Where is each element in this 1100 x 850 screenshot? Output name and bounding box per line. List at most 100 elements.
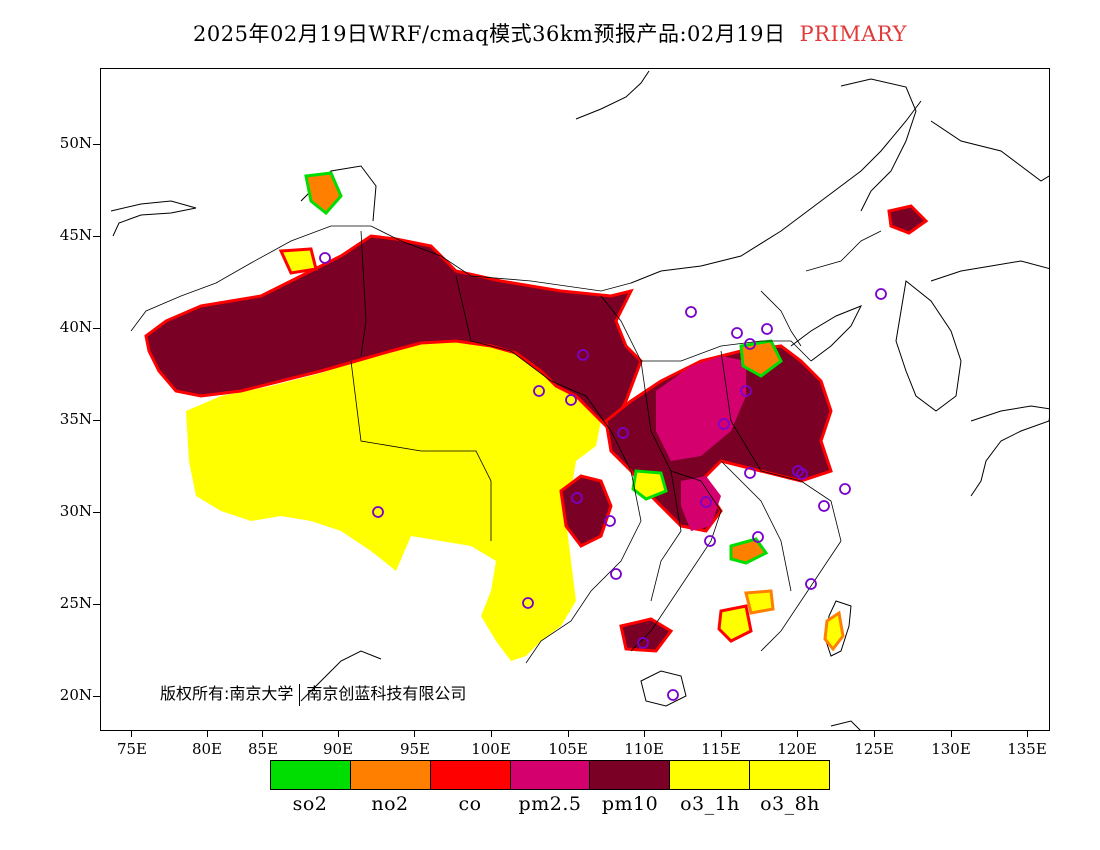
copyright-divider bbox=[299, 683, 301, 706]
lat-label-45n: 45N bbox=[59, 226, 92, 244]
neighbor-coastline bbox=[110, 200, 197, 237]
station-marker bbox=[839, 483, 851, 495]
lon-label-125e: 125E bbox=[854, 740, 894, 758]
lat-label-25n: 25N bbox=[59, 594, 92, 612]
station-marker bbox=[319, 252, 331, 264]
legend-swatch-o3-1h bbox=[670, 761, 751, 789]
neighbor-border bbox=[840, 78, 917, 212]
lon-tick bbox=[338, 731, 339, 737]
legend-label-o3-8h: o3_8h bbox=[760, 793, 820, 815]
map-frame bbox=[100, 68, 1050, 731]
legend-swatch-no2 bbox=[350, 761, 431, 789]
lon-label-110e: 110E bbox=[624, 740, 664, 758]
o3-south-patch bbox=[717, 604, 753, 643]
o3-south-patch bbox=[744, 589, 775, 615]
japan-outline bbox=[970, 405, 1049, 497]
copyright-notice: 版权所有:南京大学 南京创蓝科技有限公司 bbox=[160, 680, 466, 706]
sea-coast bbox=[300, 650, 382, 702]
lon-label-80e: 80E bbox=[191, 740, 223, 758]
lat-tick bbox=[93, 236, 100, 237]
station-markers bbox=[319, 252, 887, 701]
bohai-coast bbox=[790, 305, 863, 362]
map-title: 2025年02月19日WRF/cmaq模式36km预报产品:02月19日 PRIM… bbox=[0, 18, 1100, 48]
station-marker bbox=[818, 500, 830, 512]
lon-label-75e: 75E bbox=[116, 740, 148, 758]
station-marker bbox=[637, 637, 649, 649]
lon-label-135e: 135E bbox=[1007, 740, 1047, 758]
station-marker bbox=[533, 385, 545, 397]
station-marker bbox=[685, 306, 697, 318]
lon-label-100e: 100E bbox=[471, 740, 511, 758]
station-marker bbox=[610, 568, 622, 580]
lat-tick bbox=[93, 696, 100, 697]
station-marker bbox=[522, 597, 534, 609]
lon-tick bbox=[131, 731, 132, 737]
legend-labels: so2 no2 co pm2.5 pm10 o3_1h o3_8h bbox=[270, 793, 830, 815]
station-marker bbox=[796, 468, 808, 480]
lon-label-90e: 90E bbox=[322, 740, 354, 758]
o3-region bbox=[186, 341, 601, 661]
pollution-map bbox=[110, 70, 1049, 730]
lon-tick bbox=[568, 731, 569, 737]
station-marker bbox=[704, 535, 716, 547]
station-marker bbox=[761, 323, 773, 335]
o3-northwest-patch bbox=[278, 247, 318, 275]
station-marker bbox=[740, 385, 752, 397]
lon-tick bbox=[1027, 731, 1028, 737]
station-marker bbox=[718, 418, 730, 430]
pm10-south-patch bbox=[619, 617, 674, 653]
lon-tick bbox=[414, 731, 415, 737]
station-marker bbox=[805, 578, 817, 590]
lat-label-50n: 50N bbox=[59, 134, 92, 152]
station-marker bbox=[731, 327, 743, 339]
legend-colorbar bbox=[270, 760, 830, 790]
lon-label-120e: 120E bbox=[777, 740, 817, 758]
hainan-outline bbox=[640, 670, 687, 707]
legend-label-pm10: pm10 bbox=[601, 793, 659, 815]
sea-coast bbox=[830, 720, 861, 730]
legend-swatch-o3-8h bbox=[750, 761, 830, 789]
lat-tick bbox=[93, 512, 100, 513]
legend-label-o3-1h: o3_1h bbox=[680, 793, 740, 815]
station-marker bbox=[744, 467, 756, 479]
legend-label-pm25: pm2.5 bbox=[518, 793, 582, 815]
copyright-right: 南京创蓝科技有限公司 bbox=[306, 684, 467, 703]
o3-hexi-patch bbox=[631, 469, 668, 501]
lon-tick bbox=[207, 731, 208, 737]
legend-swatch-pm10 bbox=[590, 761, 671, 789]
lat-tick bbox=[93, 604, 100, 605]
korea-outline bbox=[895, 280, 962, 412]
lon-tick bbox=[874, 731, 875, 737]
title-primary-tag: PRIMARY bbox=[799, 22, 907, 46]
station-marker bbox=[667, 689, 679, 701]
station-marker bbox=[700, 496, 712, 508]
title-text: 2025年02月19日WRF/cmaq模式36km预报产品:02月19日 bbox=[193, 22, 786, 46]
legend-swatch-pm25 bbox=[510, 761, 591, 789]
station-marker bbox=[875, 288, 887, 300]
pm25-core bbox=[656, 356, 746, 461]
o3-north-patch bbox=[411, 341, 501, 401]
pm10-northeast-patch bbox=[887, 204, 929, 235]
lon-label-115e: 115E bbox=[701, 740, 741, 758]
lat-label-35n: 35N bbox=[59, 410, 92, 428]
lon-tick bbox=[797, 731, 798, 737]
neighbor-coastline bbox=[575, 70, 650, 120]
station-marker bbox=[744, 338, 756, 350]
neighbor-border bbox=[930, 120, 1049, 182]
legend-label-co: co bbox=[458, 793, 482, 815]
neighbor-border bbox=[930, 260, 1049, 282]
station-marker bbox=[565, 394, 577, 406]
legend-swatch-co bbox=[430, 761, 511, 789]
station-marker bbox=[617, 427, 629, 439]
lon-label-105e: 105E bbox=[548, 740, 588, 758]
lat-label-30n: 30N bbox=[59, 502, 92, 520]
lat-label-20n: 20N bbox=[59, 686, 92, 704]
station-marker bbox=[571, 492, 583, 504]
legend-label-so2: so2 bbox=[292, 793, 328, 815]
station-marker bbox=[604, 515, 616, 527]
station-marker bbox=[752, 531, 764, 543]
legend-swatch-so2 bbox=[271, 761, 351, 789]
province-borders bbox=[130, 225, 882, 664]
lon-label-95e: 95E bbox=[399, 740, 431, 758]
o3-taiwan-patch bbox=[823, 610, 845, 652]
